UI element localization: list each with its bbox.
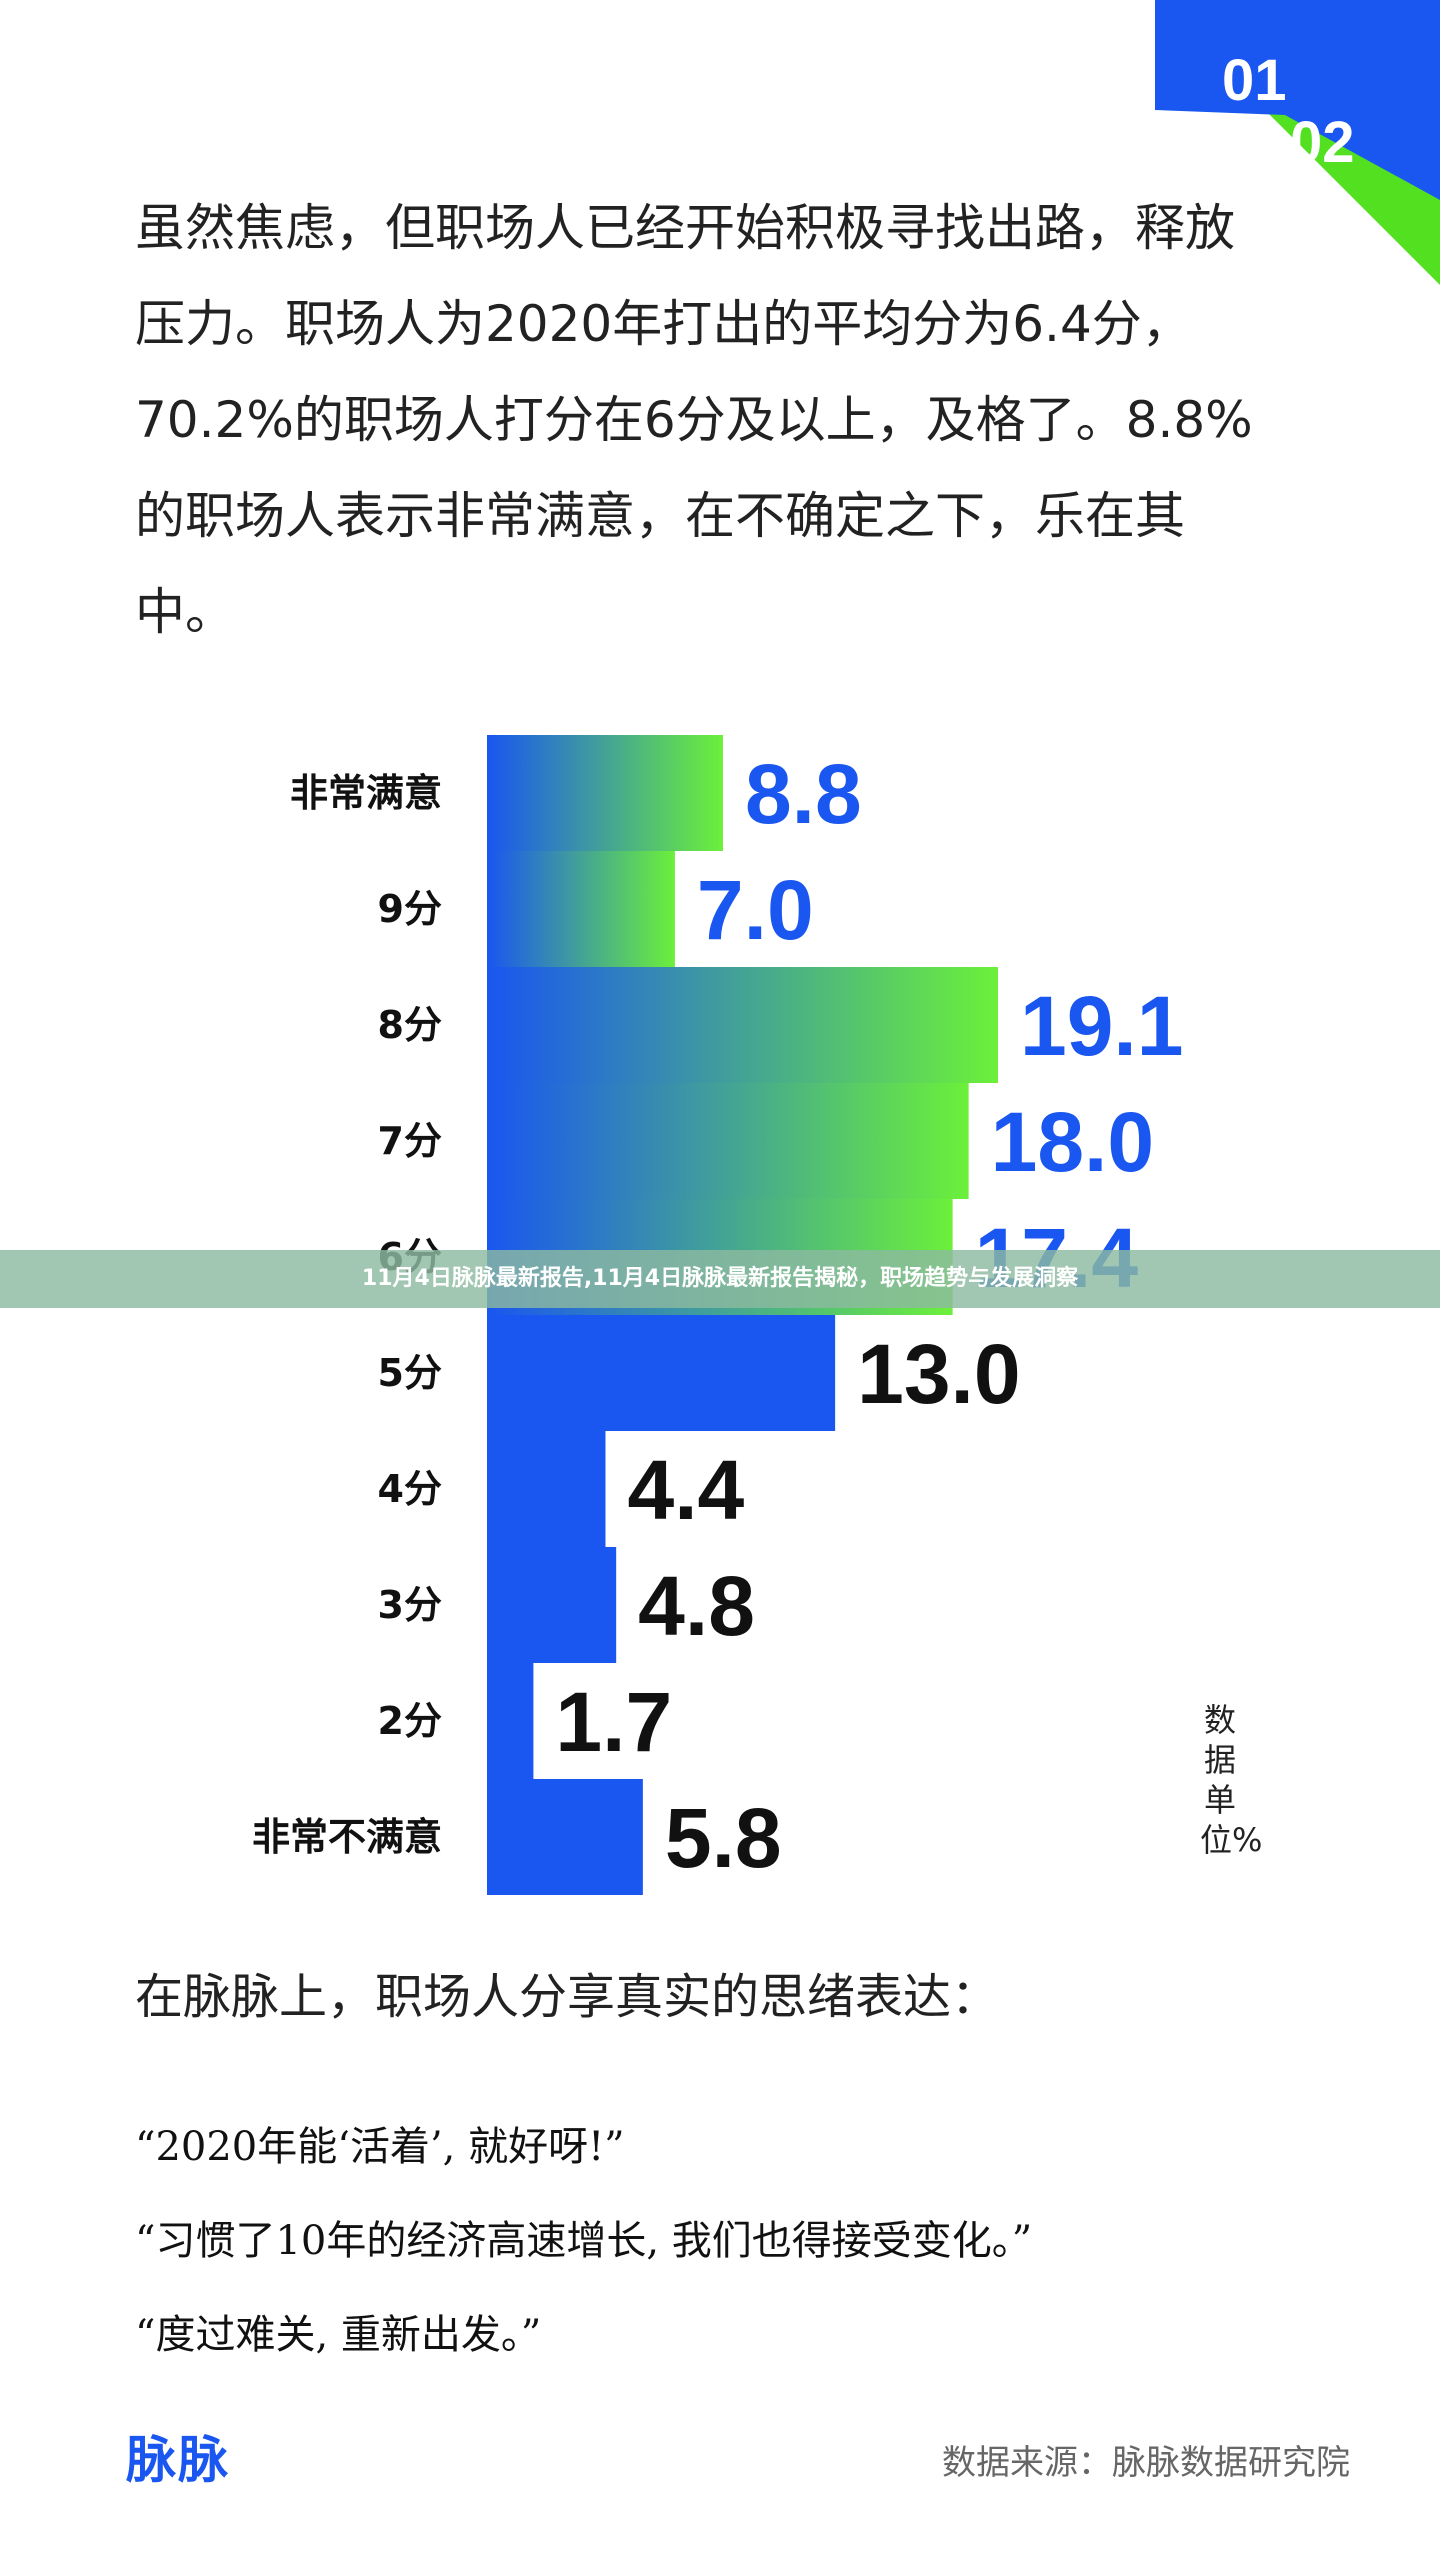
bar bbox=[488, 851, 675, 967]
value-label: 19.1 bbox=[1020, 979, 1184, 1073]
quote-item: “习惯了10年的经济高速增长, 我们也得接受变化。” bbox=[135, 2218, 1033, 2264]
satisfaction-chart: 非常满意8.89分7.08分19.17分18.06分17.45分13.04分4.… bbox=[0, 720, 1440, 1900]
bar bbox=[488, 1083, 969, 1199]
category-label: 7分 bbox=[378, 1119, 442, 1163]
category-label: 2分 bbox=[378, 1699, 442, 1743]
value-label: 1.7 bbox=[555, 1675, 672, 1769]
category-label: 3分 bbox=[378, 1583, 442, 1627]
bar bbox=[488, 735, 723, 851]
brand-logo: 脉脉 bbox=[126, 2431, 230, 2489]
bar bbox=[488, 1315, 836, 1431]
value-label: 7.0 bbox=[697, 863, 814, 957]
bar bbox=[488, 967, 998, 1083]
value-label: 13.0 bbox=[857, 1327, 1021, 1421]
quote-item: “度过难关, 重新出发。” bbox=[135, 2312, 542, 2358]
corner-badge bbox=[1155, 0, 1440, 285]
category-label: 非常满意 bbox=[290, 771, 442, 815]
bar bbox=[488, 1779, 643, 1895]
value-label: 18.0 bbox=[991, 1095, 1155, 1189]
category-label: 8分 bbox=[378, 1003, 442, 1047]
corner-badge-shape bbox=[1155, 0, 1440, 285]
quote-item: “2020年能‘活着’, 就好呀!” bbox=[135, 2124, 625, 2170]
category-label: 非常不满意 bbox=[252, 1815, 442, 1859]
bar bbox=[488, 1547, 617, 1663]
value-label: 8.8 bbox=[745, 747, 862, 841]
corner-number-1: 01 bbox=[1222, 48, 1287, 113]
overlay-banner: 11月4日脉脉最新报告,11月4日脉脉最新报告揭秘，职场趋势与发展洞察 bbox=[0, 1250, 1440, 1308]
value-label: 4.4 bbox=[627, 1443, 744, 1537]
category-label: 5分 bbox=[378, 1351, 442, 1395]
category-label: 4分 bbox=[378, 1467, 442, 1511]
quote-list: “2020年能‘活着’, 就好呀!” “习惯了10年的经济高速增长, 我们也得接… bbox=[135, 2100, 1335, 2382]
data-source: 数据来源：脉脉数据研究院 bbox=[942, 2443, 1350, 2483]
corner-number-2: 02 bbox=[1290, 110, 1355, 175]
category-label: 9分 bbox=[378, 887, 442, 931]
section-heading: 在脉脉上，职场人分享真实的思绪表达： bbox=[135, 1969, 1000, 2025]
value-label: 4.8 bbox=[638, 1559, 755, 1653]
value-label: 5.8 bbox=[665, 1791, 782, 1885]
bar-chart-svg: 非常满意8.89分7.08分19.17分18.06分17.45分13.04分4.… bbox=[252, 735, 1184, 1895]
unit-label: 数据单位% bbox=[1200, 1701, 1263, 1859]
bar bbox=[488, 1431, 606, 1547]
bar bbox=[488, 1663, 534, 1779]
intro-paragraph: 虽然焦虑，但职场人已经开始积极寻找出路，释放压力。职场人为2020年打出的平均分… bbox=[135, 199, 1253, 641]
